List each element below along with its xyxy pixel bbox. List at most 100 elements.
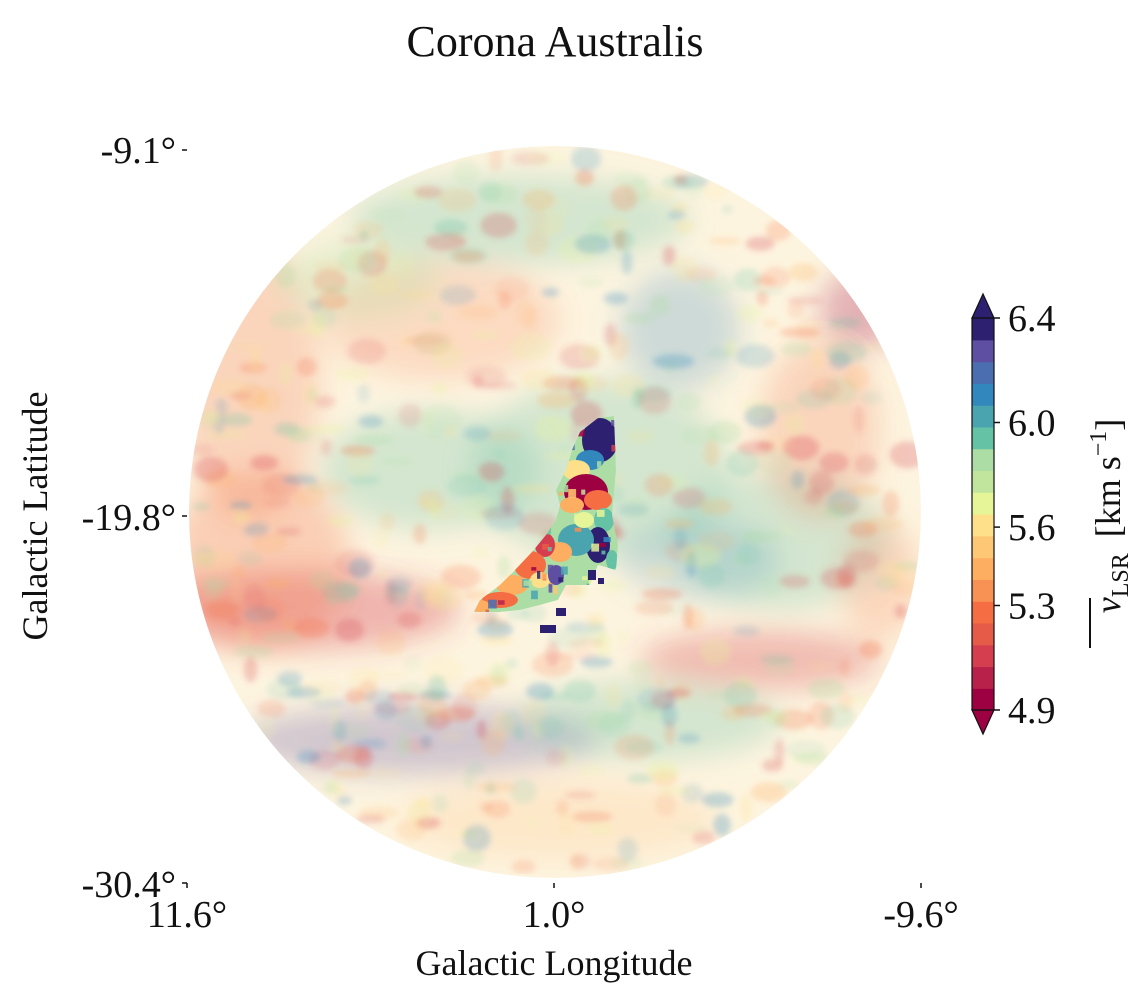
- background-speckle: [570, 853, 583, 871]
- colorbar-segment: [972, 448, 994, 472]
- background-speckle: [337, 246, 378, 274]
- background-speckle: [524, 815, 543, 829]
- background-speckle: [577, 277, 604, 289]
- background-speckle: [733, 268, 763, 291]
- background-speckle: [859, 390, 883, 405]
- background-speckle: [752, 287, 785, 296]
- background-speckle: [634, 600, 674, 616]
- background-speckle: [677, 392, 702, 411]
- background-speckle: [473, 375, 484, 388]
- x-tick-label-left: 11.6°: [147, 894, 227, 936]
- background-speckle: [745, 236, 775, 251]
- background-speckle: [701, 792, 734, 808]
- background-speckle: [190, 553, 217, 565]
- background-speckle: [524, 307, 539, 334]
- background-speckle: [820, 567, 854, 590]
- colorbar-label-main: v: [1088, 597, 1128, 613]
- background-speckle: [379, 512, 395, 531]
- background-speckle: [894, 604, 907, 619]
- background-speckle: [251, 533, 288, 553]
- background-speckle: [735, 344, 775, 368]
- background-speckle: [623, 495, 651, 519]
- background-speckle: [476, 720, 487, 740]
- background-speckle: [819, 452, 849, 473]
- background-speckle: [296, 750, 321, 764]
- colorbar-segment: [972, 318, 994, 341]
- background-speckle: [512, 484, 552, 494]
- background-speckle: [202, 596, 242, 623]
- background-speckle: [450, 849, 485, 867]
- background-speckle: [587, 218, 612, 245]
- y-tick-label-bottom: -30.4°: [82, 864, 176, 906]
- background-speckle: [598, 579, 626, 592]
- background-speckle: [673, 174, 688, 185]
- x-tick-label-right: -9.6°: [883, 894, 958, 936]
- background-speckle: [674, 219, 695, 234]
- background-speckle: [853, 405, 865, 433]
- background-speckle: [386, 582, 408, 607]
- background-speckle: [614, 734, 655, 761]
- cloud-fragment: [540, 625, 556, 633]
- background-speckle: [703, 182, 727, 200]
- background-speckle: [233, 645, 274, 659]
- background-speckle: [791, 470, 805, 489]
- background-speckle: [371, 767, 403, 779]
- background-speckle: [484, 800, 511, 818]
- background-speckle: [520, 604, 548, 623]
- background-speckle: [724, 681, 757, 710]
- background-speckle: [419, 734, 433, 749]
- svg-text:vLSR[km s−1]: vLSR [km s−1]: [1086, 419, 1134, 614]
- background-speckle: [646, 760, 680, 780]
- background-speckle: [387, 253, 414, 278]
- background-speckle: [464, 590, 489, 600]
- background-speckle: [215, 397, 228, 418]
- background-speckle: [626, 430, 654, 443]
- colorbar-label-unit: [km s: [1088, 456, 1128, 537]
- background-speckle: [604, 684, 623, 708]
- background-speckle: [686, 607, 705, 632]
- background-speckle: [345, 688, 365, 704]
- background-speckle: [644, 473, 674, 497]
- background-speckle: [757, 440, 775, 450]
- background-speckle: [808, 659, 831, 672]
- colorbar-segment: [972, 666, 994, 689]
- background-speckle: [721, 204, 734, 215]
- background-speckle: [632, 701, 657, 717]
- background-speckle: [472, 611, 499, 625]
- background-speckle: [189, 443, 215, 456]
- cloud-core-speckle: [537, 570, 541, 579]
- background-speckle: [697, 531, 736, 552]
- background-speckle: [259, 718, 276, 739]
- background-speckle: [674, 824, 709, 833]
- background-speckle: [761, 575, 783, 598]
- colorbar-segment: [972, 644, 994, 668]
- background-speckle: [478, 461, 505, 482]
- background-speckle: [766, 401, 801, 413]
- background-speckle: [650, 691, 676, 710]
- background-speckle: [809, 377, 842, 401]
- background-speckle: [497, 555, 511, 579]
- background-speckle: [243, 656, 258, 683]
- background-speckle: [237, 550, 263, 567]
- background-speckle: [257, 387, 283, 414]
- colorbar-label-close: ]: [1088, 419, 1128, 431]
- background-speckle: [697, 563, 725, 589]
- background-speckle: [763, 319, 780, 328]
- background-speckle: [558, 650, 598, 660]
- cloud-core-speckle: [547, 547, 552, 552]
- background-speckle: [765, 220, 791, 242]
- background-speckle: [320, 438, 332, 456]
- background-speckle: [520, 699, 547, 727]
- background-speckle: [740, 793, 752, 822]
- background-speckle: [708, 690, 731, 701]
- background-speckle: [586, 613, 606, 627]
- background-speckle: [736, 304, 763, 322]
- background-speckle: [825, 341, 868, 364]
- colorbar: [971, 292, 995, 736]
- background-speckle: [726, 449, 759, 477]
- background-speckle: [481, 729, 506, 757]
- colorbar-segment: [972, 361, 994, 384]
- background-speckle: [673, 526, 687, 550]
- background-speckle: [828, 317, 862, 329]
- background-speckle: [446, 475, 487, 498]
